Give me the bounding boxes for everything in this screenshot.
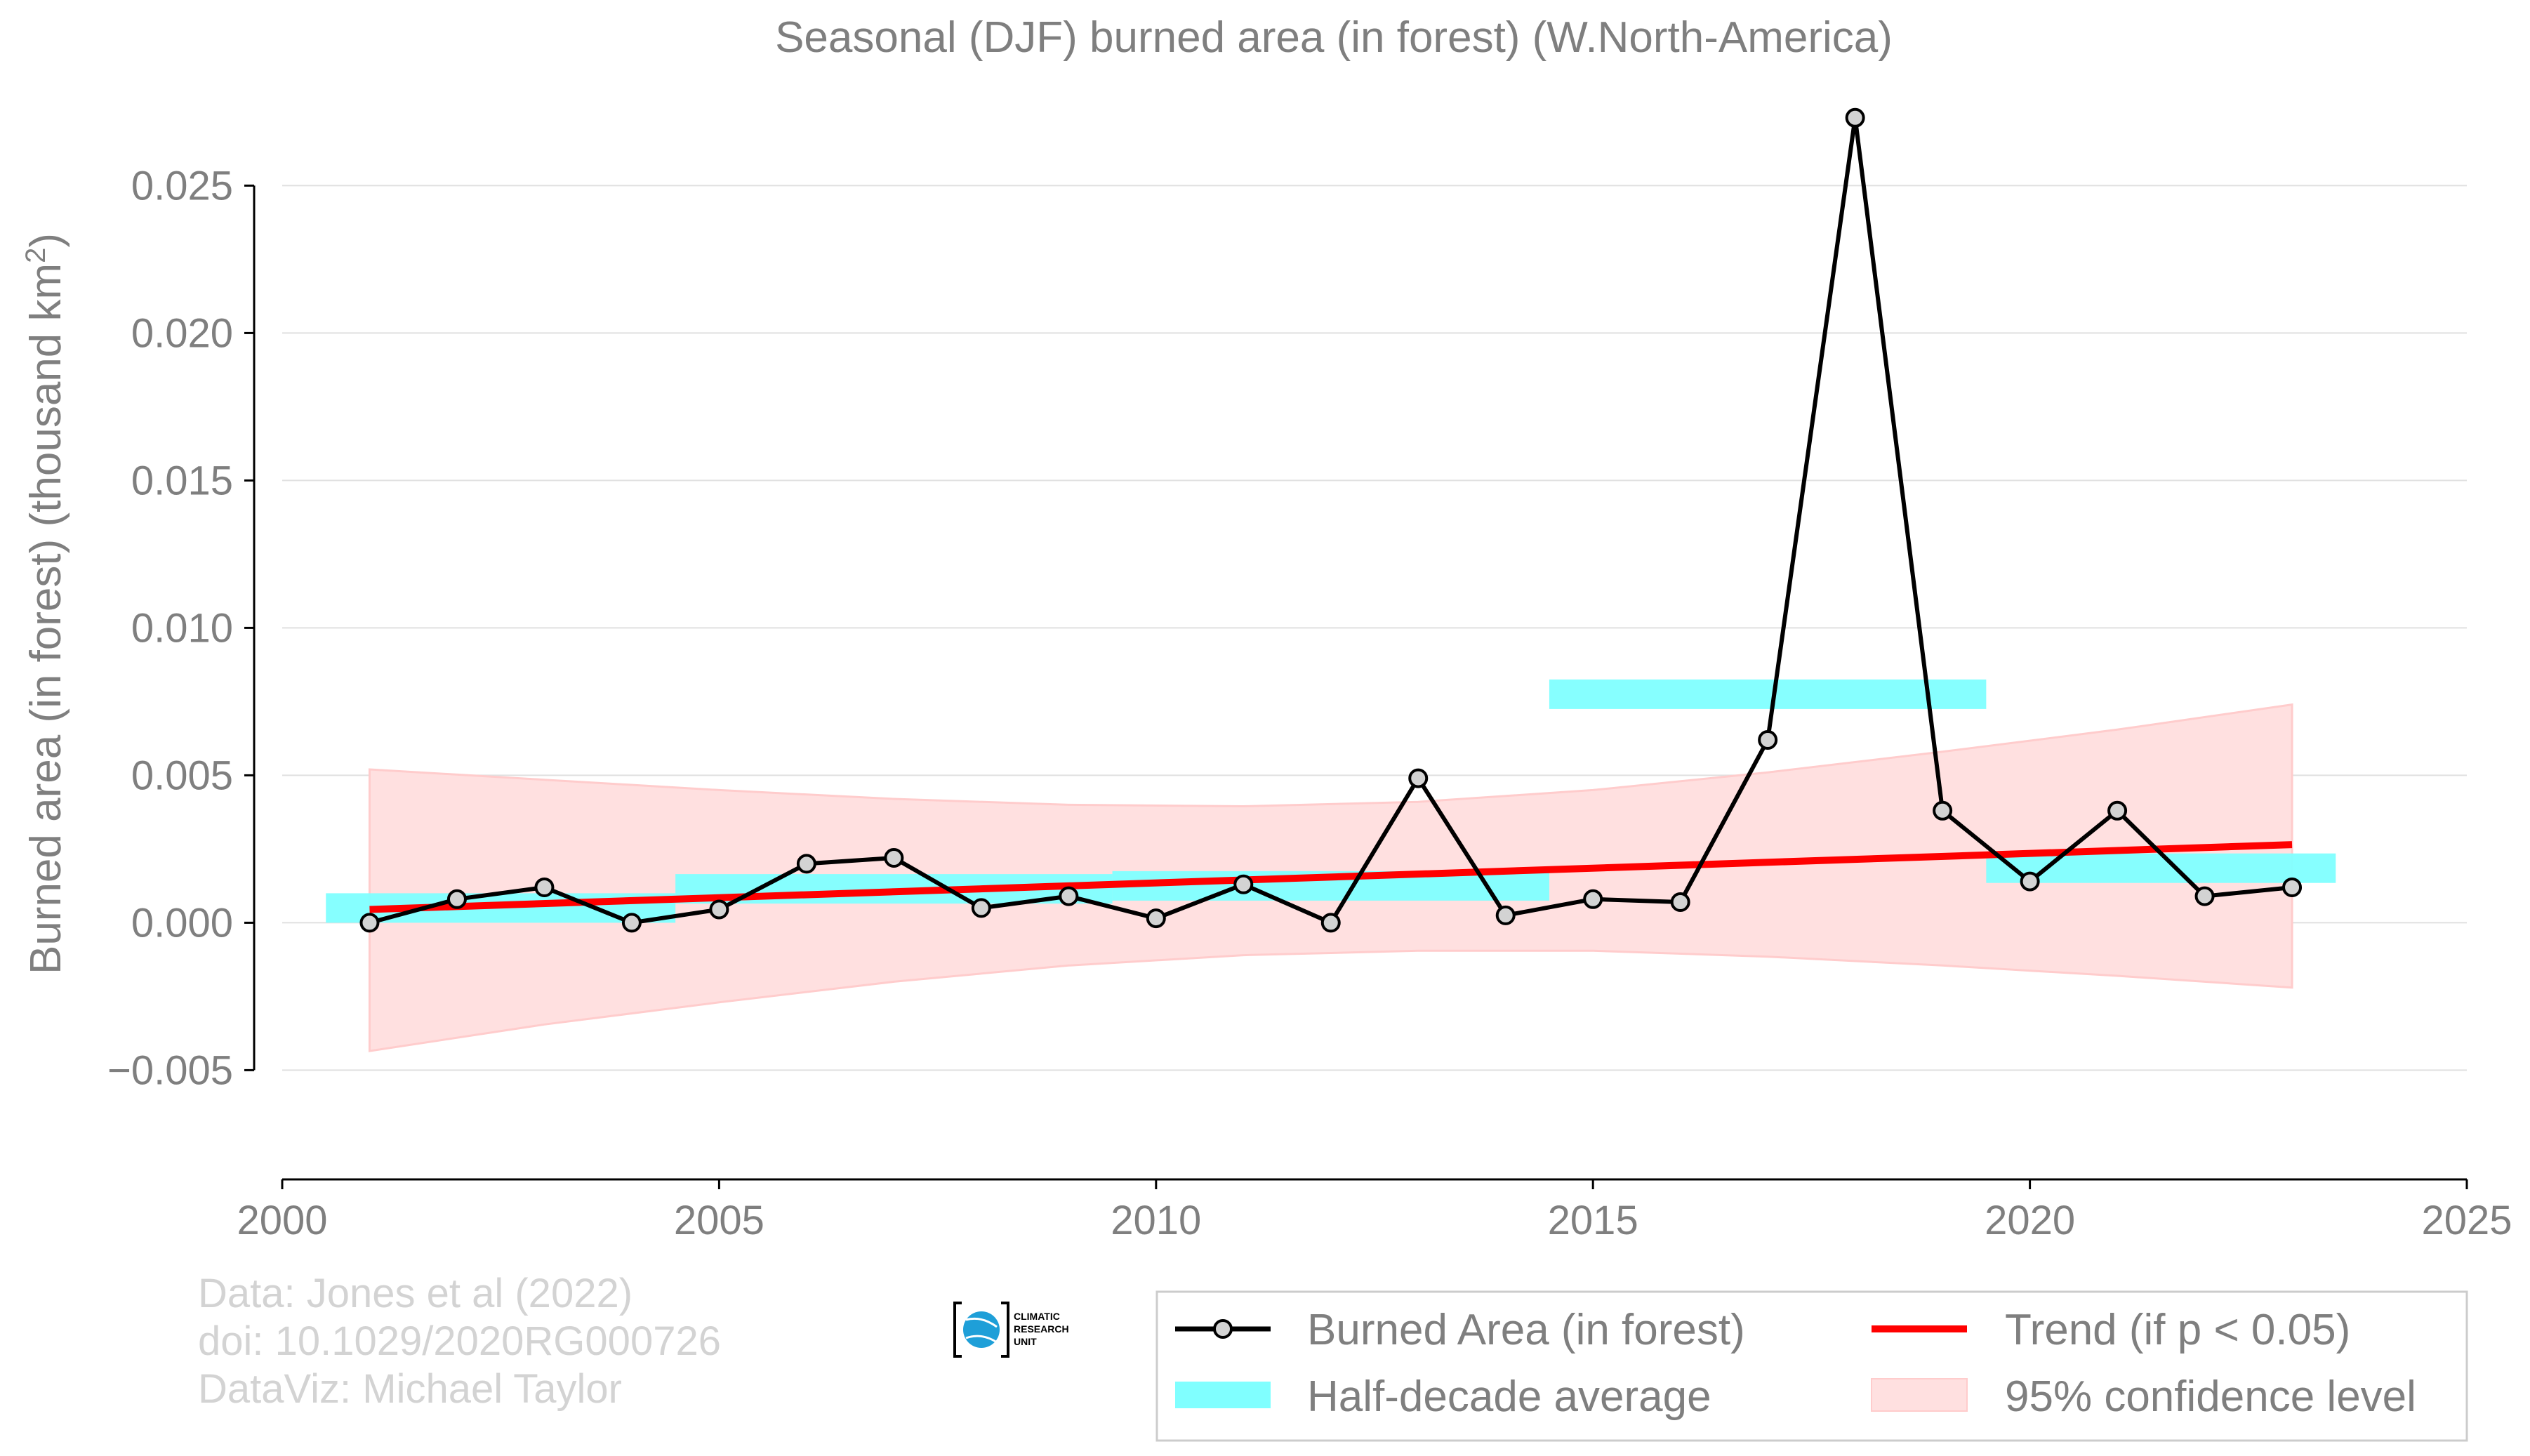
- legend-label-half-decade: Half-decade average: [1307, 1372, 1711, 1421]
- burned-area-points: [359, 107, 2303, 933]
- data-point: [1408, 768, 1429, 788]
- x-tick-label: 2015: [1548, 1198, 1638, 1243]
- y-axis-label: Burned area (in forest) (thousand km2): [20, 233, 70, 974]
- data-point: [2194, 886, 2215, 906]
- data-point: [1320, 913, 1341, 933]
- data-point: [1583, 889, 1603, 909]
- legend-marker-burned-area: [1213, 1319, 1233, 1339]
- x-tick-label: 2010: [1111, 1198, 1201, 1243]
- legend-swatch-confidence: [1871, 1378, 1968, 1412]
- logo-line-1: CLIMATIC: [1014, 1311, 1060, 1322]
- legend-item-half-decade: Half-decade average: [1175, 1372, 1711, 1421]
- y-tick-label: 0.020: [131, 310, 233, 356]
- legend-label-trend: Trend (if p < 0.05): [2005, 1306, 2350, 1354]
- data-point: [884, 848, 904, 868]
- data-point: [1933, 800, 1953, 821]
- data-point: [1845, 107, 1865, 128]
- x-tick-label: 2005: [674, 1198, 764, 1243]
- x-tick-label: 2020: [1985, 1198, 2075, 1243]
- credit-dataviz: DataViz: Michael Taylor: [198, 1366, 622, 1412]
- x-tick-label: 2000: [237, 1198, 327, 1243]
- data-point: [1670, 892, 1690, 912]
- y-tick-label: 0.005: [131, 753, 233, 798]
- data-point: [2020, 871, 2040, 892]
- y-tick-label: −0.005: [107, 1047, 233, 1093]
- legend-frame: [1155, 1290, 2468, 1442]
- data-point: [359, 913, 380, 933]
- legend: Burned Area (in forest) Trend (if p < 0.…: [1155, 1290, 2468, 1442]
- data-point: [971, 898, 991, 918]
- x-tick-label: 2025: [2421, 1198, 2512, 1243]
- legend-label-burned-area: Burned Area (in forest): [1307, 1306, 1745, 1354]
- y-tick-label: 0.010: [131, 605, 233, 651]
- data-point: [1758, 730, 1778, 750]
- data-point: [709, 899, 729, 920]
- y-tick-label: 0.015: [131, 458, 233, 503]
- data-point: [534, 878, 555, 897]
- logo-line-2: RESEARCH: [1014, 1323, 1069, 1335]
- data-point: [1233, 874, 1254, 894]
- y-tick-label: 0.025: [131, 163, 233, 209]
- credit-doi: doi: 10.1029/2020RG000726: [198, 1318, 721, 1364]
- data-point: [446, 889, 467, 909]
- y-axis-ticks: −0.005 0.000 0.005 0.010 0.015 0.020 0.025: [107, 163, 254, 1093]
- data-point: [2282, 878, 2303, 897]
- legend-swatch-half-decade: [1175, 1382, 1271, 1408]
- trend-line: [369, 841, 2293, 913]
- data-point: [621, 913, 642, 933]
- data-point: [1146, 908, 1166, 929]
- cru-logo: CLIMATIC RESEARCH UNIT: [953, 1302, 1069, 1358]
- legend-item-burned-area: Burned Area (in forest): [1175, 1306, 1745, 1354]
- logo-line-3: UNIT: [1014, 1336, 1037, 1347]
- data-point: [796, 854, 816, 874]
- legend-item-confidence: 95% confidence level: [1871, 1372, 2416, 1421]
- legend-item-trend: Trend (if p < 0.05): [1872, 1306, 2350, 1354]
- data-point: [1059, 886, 1079, 906]
- chart-title: Seasonal (DJF) burned area (in forest) (…: [775, 13, 1893, 62]
- data-point: [2107, 800, 2128, 821]
- y-tick-label: 0.000: [131, 900, 233, 946]
- x-axis-ticks: 2000 2005 2010 2015 2020 2025: [237, 1179, 2512, 1243]
- data-point: [1495, 905, 1516, 925]
- half-decade-bar: [1549, 679, 1987, 709]
- legend-label-confidence: 95% confidence level: [2005, 1372, 2416, 1421]
- credit-data: Data: Jones et al (2022): [198, 1271, 632, 1316]
- globe-icon: [963, 1311, 1000, 1348]
